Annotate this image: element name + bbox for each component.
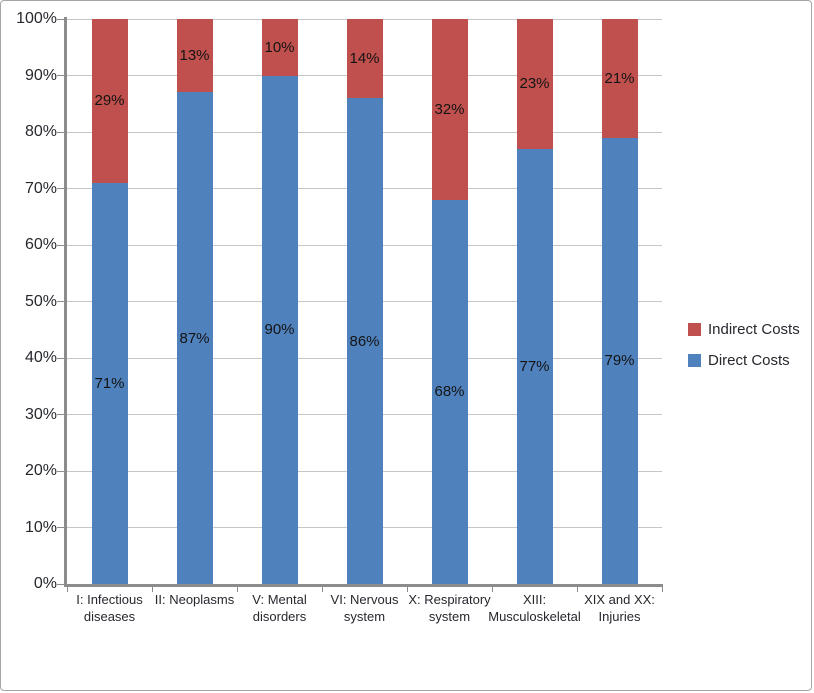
y-tick-label-30%: 30% — [24, 405, 57, 423]
y-tick-20% — [57, 470, 65, 472]
data-label-indirect-2: 13% — [179, 47, 210, 65]
y-tick-label-40%: 40% — [24, 349, 57, 366]
legend-label: Indirect Costs — [708, 321, 800, 338]
x-tick-5 — [491, 586, 493, 592]
y-tick-label-0%: 0% — [33, 575, 57, 592]
x-axis-label-2: II: Neoplasms — [154, 592, 235, 607]
chart-legend: Indirect Costs Direct Costs — [688, 321, 800, 369]
bar-direct-1: 71% — [91, 182, 128, 584]
bar-indirect-5: 32% — [431, 19, 468, 200]
data-label-direct-3: 90% — [264, 321, 295, 339]
data-label-indirect-7: 21% — [604, 69, 635, 87]
x-axis-label-4: VI: Nervous system — [330, 592, 399, 624]
x-tick-2 — [236, 586, 238, 592]
bar-direct-3: 90% — [261, 75, 298, 584]
legend-label: Direct Costs — [708, 352, 790, 369]
data-label-indirect-4: 14% — [349, 50, 380, 68]
bar-indirect-6: 23% — [516, 19, 553, 149]
data-label-indirect-5: 32% — [434, 100, 465, 118]
x-tick-6 — [576, 586, 578, 592]
legend-swatch-icon — [688, 354, 701, 367]
bar-indirect-7: 21% — [601, 19, 638, 138]
y-tick-100% — [57, 18, 65, 20]
y-tick-label-60%: 60% — [24, 236, 57, 253]
bar-indirect-2: 13% — [176, 19, 213, 93]
data-label-direct-2: 87% — [179, 329, 210, 347]
bar-indirect-3: 10% — [261, 19, 298, 76]
y-tick-label-80%: 80% — [24, 123, 57, 140]
y-tick-50% — [57, 301, 65, 302]
data-label-indirect-6: 23% — [519, 75, 550, 93]
y-tick-60% — [57, 244, 65, 246]
bar-direct-7: 79% — [601, 137, 638, 584]
bar-indirect-4: 14% — [346, 19, 383, 99]
data-label-indirect-1: 29% — [94, 92, 125, 110]
x-axis-label-5: X: Respiratory system — [408, 592, 491, 624]
y-tick-label-20%: 20% — [24, 462, 57, 479]
y-tick-40% — [57, 357, 65, 359]
data-label-direct-4: 86% — [349, 332, 380, 350]
data-label-direct-1: 71% — [94, 374, 125, 392]
x-tick-3 — [321, 586, 323, 592]
x-tick-1 — [151, 586, 153, 592]
y-tick-30% — [57, 414, 65, 415]
y-tick-label-10%: 10% — [24, 518, 57, 536]
y-tick-90% — [57, 75, 65, 76]
x-axis — [64, 584, 663, 587]
x-axis-label-7: XIX and XX: Injuries — [584, 592, 655, 624]
x-axis-label-6: XIII: Musculoskeletal — [488, 592, 581, 624]
data-label-direct-5: 68% — [434, 383, 465, 401]
y-tick-label-90%: 90% — [24, 66, 57, 84]
bar-direct-2: 87% — [176, 92, 213, 584]
data-label-direct-7: 79% — [604, 352, 635, 370]
legend-swatch-icon — [688, 323, 701, 336]
y-tick-10% — [57, 527, 65, 528]
y-tick-label-100%: 100% — [16, 10, 57, 27]
bar-direct-6: 77% — [516, 148, 553, 584]
y-tick-80% — [57, 131, 65, 133]
legend-item-indirect-costs: Indirect Costs — [688, 321, 800, 338]
legend-item-direct-costs: Direct Costs — [688, 352, 800, 369]
y-tick-0% — [57, 583, 65, 585]
y-tick-70% — [57, 188, 65, 189]
x-axis-label-3: V: Mental disorders — [252, 592, 307, 624]
bar-indirect-1: 29% — [91, 19, 128, 183]
data-label-direct-6: 77% — [519, 357, 550, 375]
y-tick-label-50%: 50% — [24, 292, 57, 310]
x-tick-7 — [661, 586, 663, 592]
y-tick-label-70%: 70% — [24, 179, 57, 197]
x-axis-label-1: I: Infectious diseases — [76, 592, 143, 624]
y-axis — [64, 17, 67, 587]
x-tick-0 — [66, 586, 68, 592]
x-tick-4 — [406, 586, 408, 592]
data-label-indirect-3: 10% — [264, 38, 295, 56]
bar-direct-5: 68% — [431, 199, 468, 584]
bar-direct-4: 86% — [346, 98, 383, 584]
